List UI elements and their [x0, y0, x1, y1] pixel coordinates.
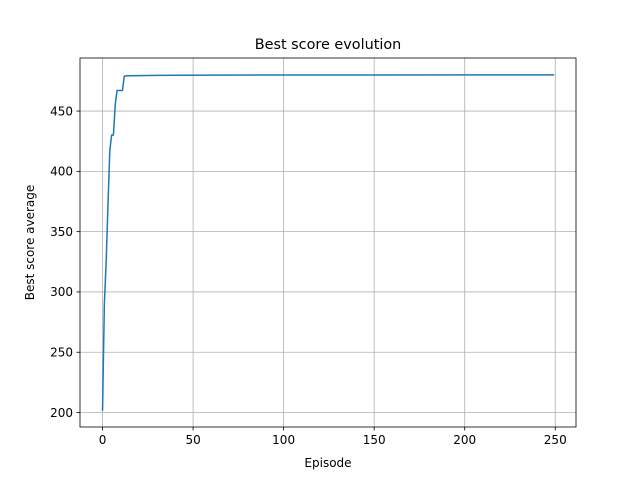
y-tick-label: 450 — [50, 104, 73, 118]
y-tick-label: 350 — [50, 225, 73, 239]
x-tick-label: 200 — [453, 433, 476, 447]
chart-title: Best score evolution — [255, 37, 402, 53]
grid-lines — [80, 58, 576, 427]
series-line — [101, 74, 555, 411]
y-tick-label: 200 — [50, 406, 73, 420]
y-tick-label: 300 — [50, 285, 73, 299]
axes-frame — [79, 57, 577, 428]
x-tick-label: 0 — [99, 433, 107, 447]
x-axis-label: Episode — [304, 456, 351, 470]
x-tick-label: 150 — [363, 433, 386, 447]
axis-ticks: 0 50 100 150 200 250 200 250 300 350 400 450 — [50, 104, 567, 447]
y-tick-label: 400 — [50, 165, 73, 179]
x-tick-label: 250 — [544, 433, 567, 447]
y-tick-label: 250 — [50, 346, 73, 360]
x-tick-label: 50 — [185, 433, 200, 447]
y-axis-label: Best score average — [23, 185, 37, 301]
series-layer — [101, 74, 555, 411]
x-tick-label: 100 — [272, 433, 295, 447]
